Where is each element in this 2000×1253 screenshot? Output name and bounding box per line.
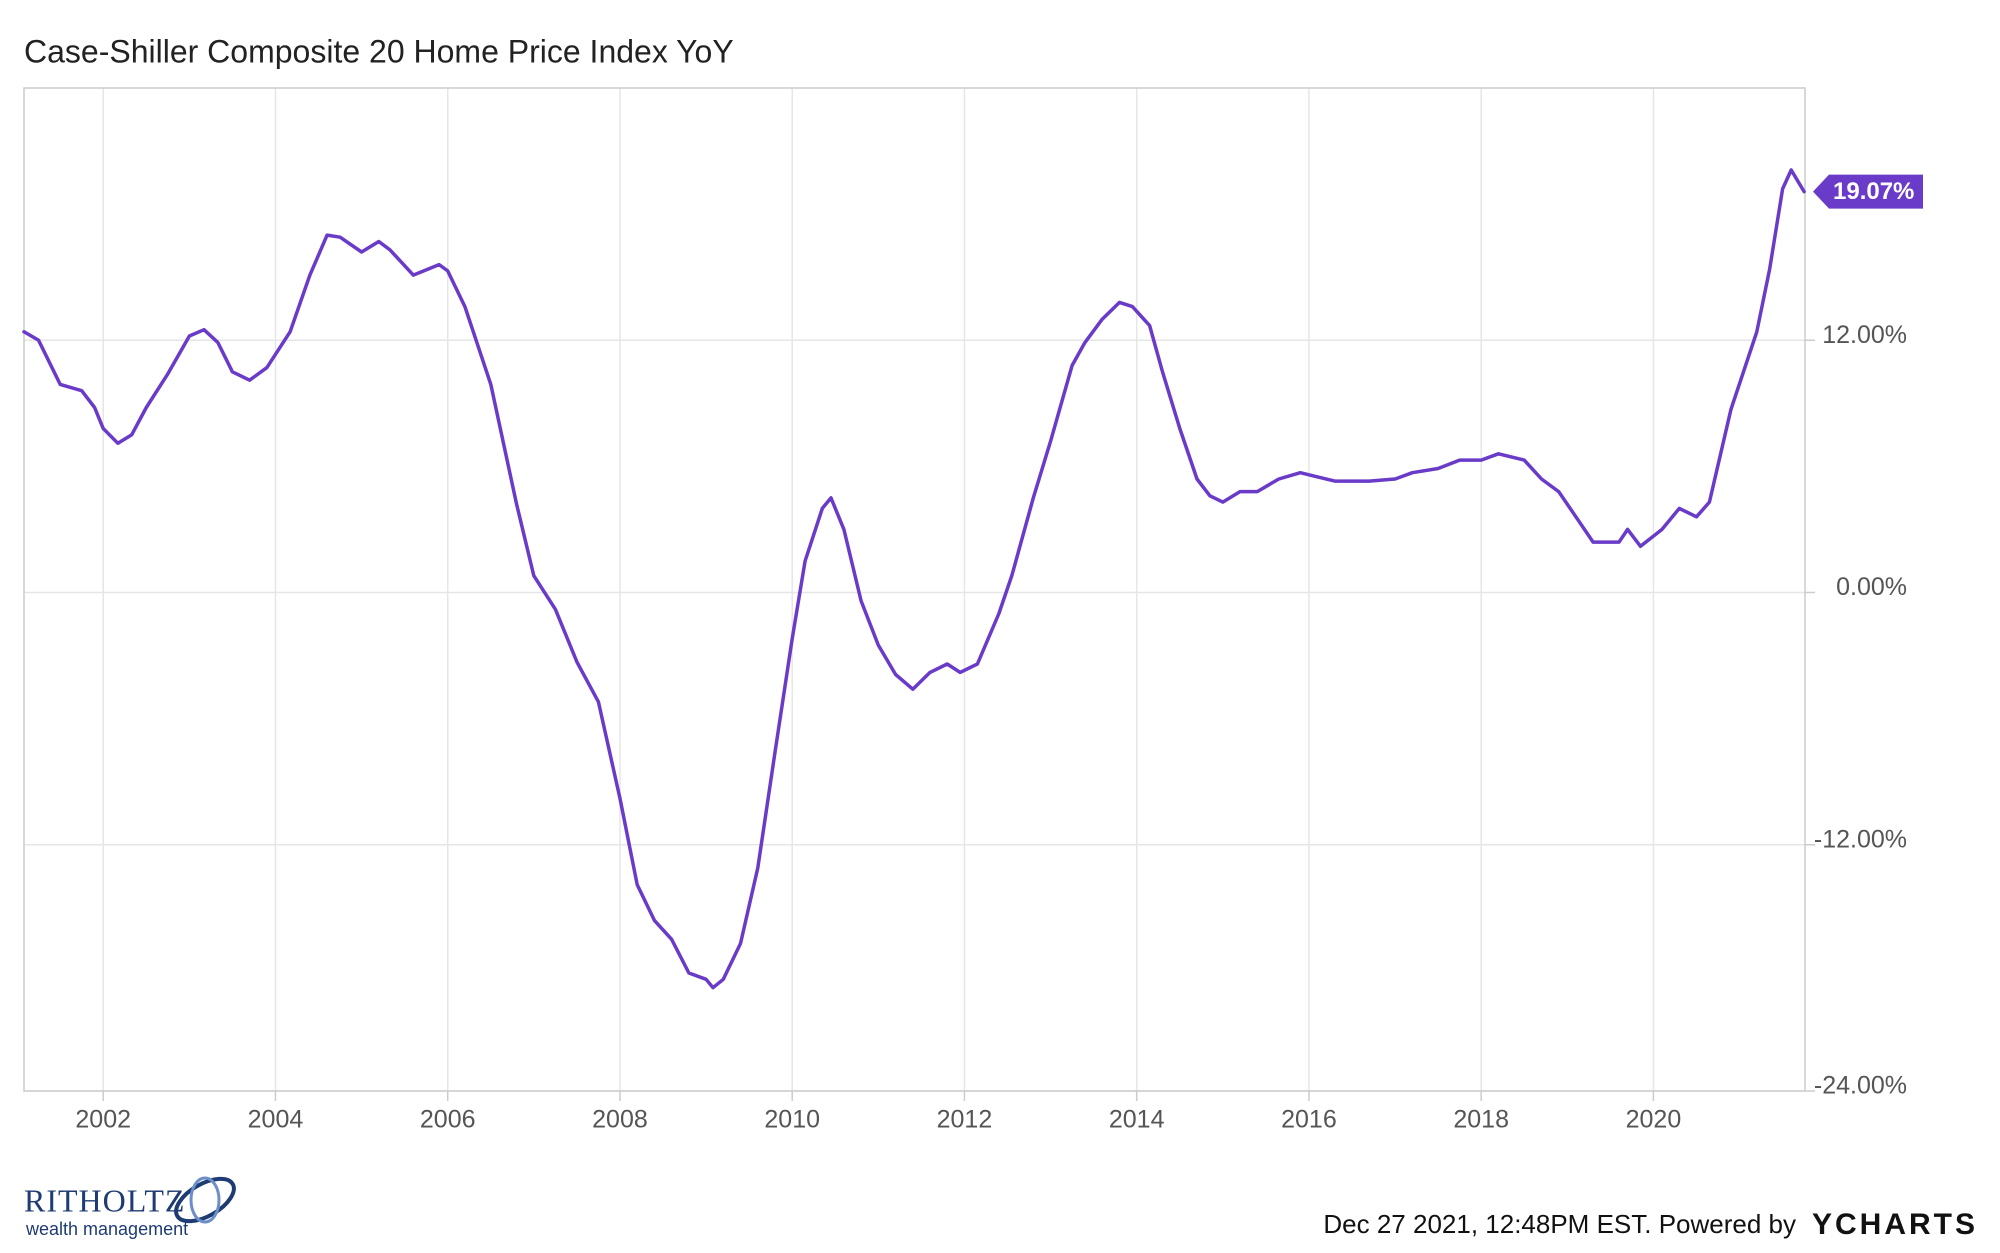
x-tick-label: 2012 bbox=[937, 1106, 993, 1134]
ycharts-brand: YCHARTS bbox=[1812, 1208, 1978, 1241]
grid bbox=[24, 88, 1805, 1092]
marks: 19.07% bbox=[22, 168, 1923, 990]
y-tick-label: 12.00% bbox=[1822, 321, 1907, 349]
end-label: 19.07% bbox=[1833, 178, 1914, 205]
x-tick-label: 2014 bbox=[1109, 1106, 1165, 1134]
ritholtz-logo: RITHOLTZ wealth management bbox=[24, 1176, 236, 1239]
logo-ring bbox=[189, 1176, 221, 1224]
x-tick-label: 2008 bbox=[592, 1106, 648, 1134]
end-label-badge bbox=[1813, 174, 1923, 209]
x-tick-label: 2002 bbox=[75, 1106, 131, 1134]
data-line bbox=[22, 168, 1806, 990]
x-tick-label: 2018 bbox=[1453, 1106, 1509, 1134]
x-tick-label: 2020 bbox=[1626, 1106, 1682, 1134]
x-tick-label: 2006 bbox=[420, 1106, 476, 1134]
logo-subtitle: wealth management bbox=[25, 1219, 188, 1239]
timestamp: Dec 27 2021, 12:48PM EST. Powered by bbox=[1323, 1209, 1796, 1239]
x-tick-label: 2010 bbox=[764, 1106, 820, 1134]
chart-title: Case-Shiller Composite 20 Home Price Ind… bbox=[24, 33, 734, 69]
x-tick-label: 2004 bbox=[248, 1106, 304, 1134]
y-tick-label: -24.00% bbox=[1814, 1072, 1907, 1100]
logo-name: RITHOLTZ bbox=[24, 1182, 185, 1218]
plot-frame bbox=[23, 87, 1806, 1092]
logo-ring bbox=[174, 1176, 236, 1224]
x-tick-label: 2016 bbox=[1281, 1106, 1337, 1134]
y-tick-label: -12.00% bbox=[1814, 825, 1907, 853]
y-tick-label: 0.00% bbox=[1836, 573, 1907, 601]
